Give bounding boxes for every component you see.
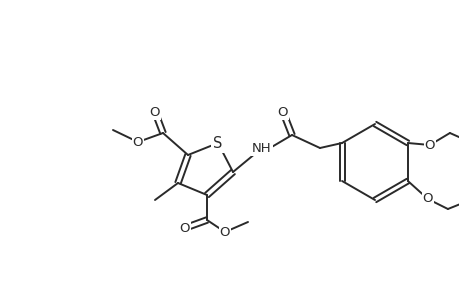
- Text: O: O: [150, 106, 160, 118]
- Text: O: O: [422, 193, 432, 206]
- Text: S: S: [213, 136, 222, 151]
- Text: O: O: [277, 106, 288, 118]
- Text: O: O: [133, 136, 143, 148]
- Text: O: O: [219, 226, 230, 238]
- Text: O: O: [179, 221, 190, 235]
- Text: NH: NH: [252, 142, 271, 154]
- Text: O: O: [424, 139, 434, 152]
